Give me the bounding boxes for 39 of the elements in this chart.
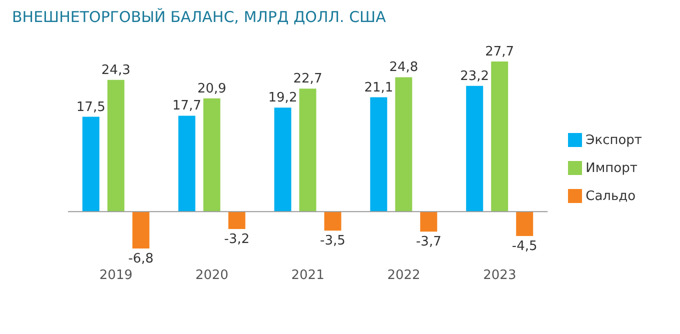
bar [516,212,534,236]
data-label: 22,7 [293,72,322,87]
legend-label: Сальдо [586,189,636,204]
bar [107,80,124,212]
data-label: 24,8 [389,60,418,76]
data-label: -4,5 [512,239,538,254]
bar [178,116,196,212]
data-label: 17,7 [172,98,202,114]
x-tick-label: 2019 [99,268,133,284]
data-label: 24,3 [101,62,130,78]
data-label: -3,2 [224,232,250,247]
data-label: 27,7 [485,44,514,60]
bar [491,62,508,212]
data-label: 23,2 [460,68,490,84]
data-label: -3,7 [416,234,442,250]
bar [132,212,150,248]
bar [274,108,292,212]
data-label: 19,2 [268,90,298,106]
data-label: -3,5 [320,234,346,249]
bar [228,212,246,229]
x-tick-label: 2021 [291,268,324,284]
bar [203,98,220,212]
bar [82,116,100,212]
bar [466,86,484,212]
data-label: 21,1 [364,80,394,96]
data-label: 17,5 [76,100,106,115]
legend-label: Импорт [586,161,638,176]
bar [299,88,316,212]
x-tick-label: 2020 [195,268,228,284]
legend-label: Экспорт [586,133,642,148]
chart-title: ВНЕШНЕТОРГОВЫЙ БАЛАНС, МЛРД ДОЛЛ. США [12,8,387,28]
data-label: -6,8 [128,251,154,266]
x-tick-label: 2023 [483,268,516,284]
bar [370,97,388,212]
bar [420,212,438,232]
bar [395,77,412,212]
x-tick-label: 2022 [387,268,420,284]
data-label: 20,9 [197,81,226,96]
bar [324,212,342,231]
